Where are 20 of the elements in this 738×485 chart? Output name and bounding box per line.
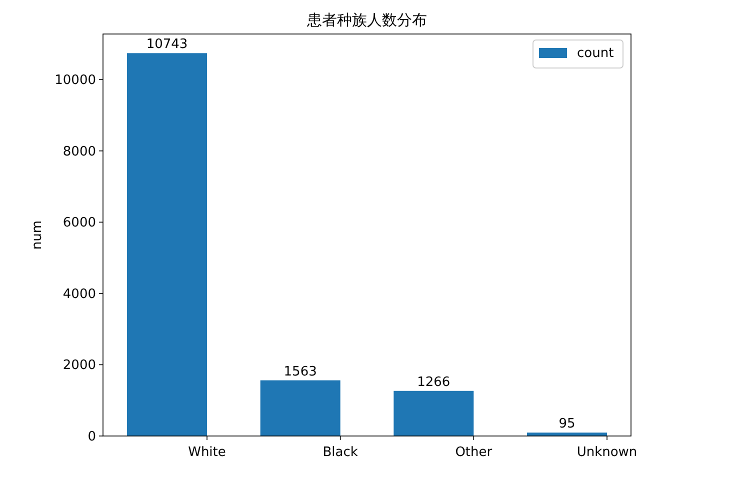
y-tick-label: 2000 [62, 358, 96, 374]
bar [260, 380, 340, 436]
y-axis-title: num [30, 220, 45, 250]
x-tick-label: Black [322, 445, 358, 460]
data-label: 1266 [417, 374, 450, 390]
y-tick-label: 8000 [62, 144, 96, 160]
y-tick-label: 0 [88, 430, 96, 444]
chart-title: 患者种族人数分布 [306, 11, 427, 29]
data-label: 10743 [146, 37, 188, 52]
y-tick-label: 6000 [62, 216, 96, 231]
y-tick-label: 4000 [62, 286, 96, 302]
x-tick-label: White [188, 445, 226, 460]
bar [127, 53, 207, 436]
legend-label: count [577, 46, 614, 61]
data-label: 1563 [284, 364, 317, 380]
y-tick-label: 10000 [54, 73, 96, 88]
bar [394, 390, 474, 436]
data-label: 95 [558, 416, 576, 432]
x-tick-label: Unknown [576, 445, 638, 460]
x-tick-label: Other [455, 445, 493, 460]
